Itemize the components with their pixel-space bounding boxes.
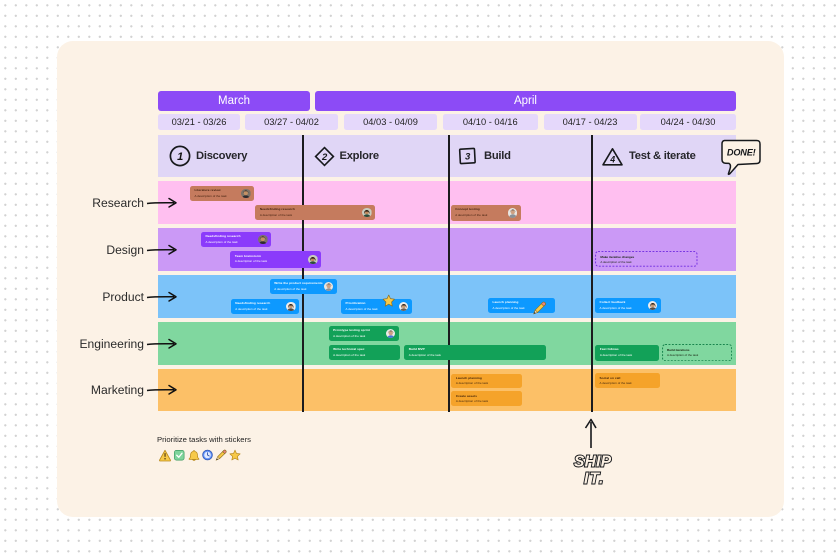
- svg-text:DONE!: DONE!: [727, 148, 756, 158]
- svg-text:2: 2: [321, 152, 328, 163]
- svg-text:1: 1: [177, 151, 183, 163]
- svg-text:SHIP: SHIP: [574, 454, 612, 471]
- svg-text:3: 3: [465, 152, 471, 163]
- svg-text:IT.: IT.: [584, 471, 605, 488]
- svg-text:4: 4: [609, 154, 615, 164]
